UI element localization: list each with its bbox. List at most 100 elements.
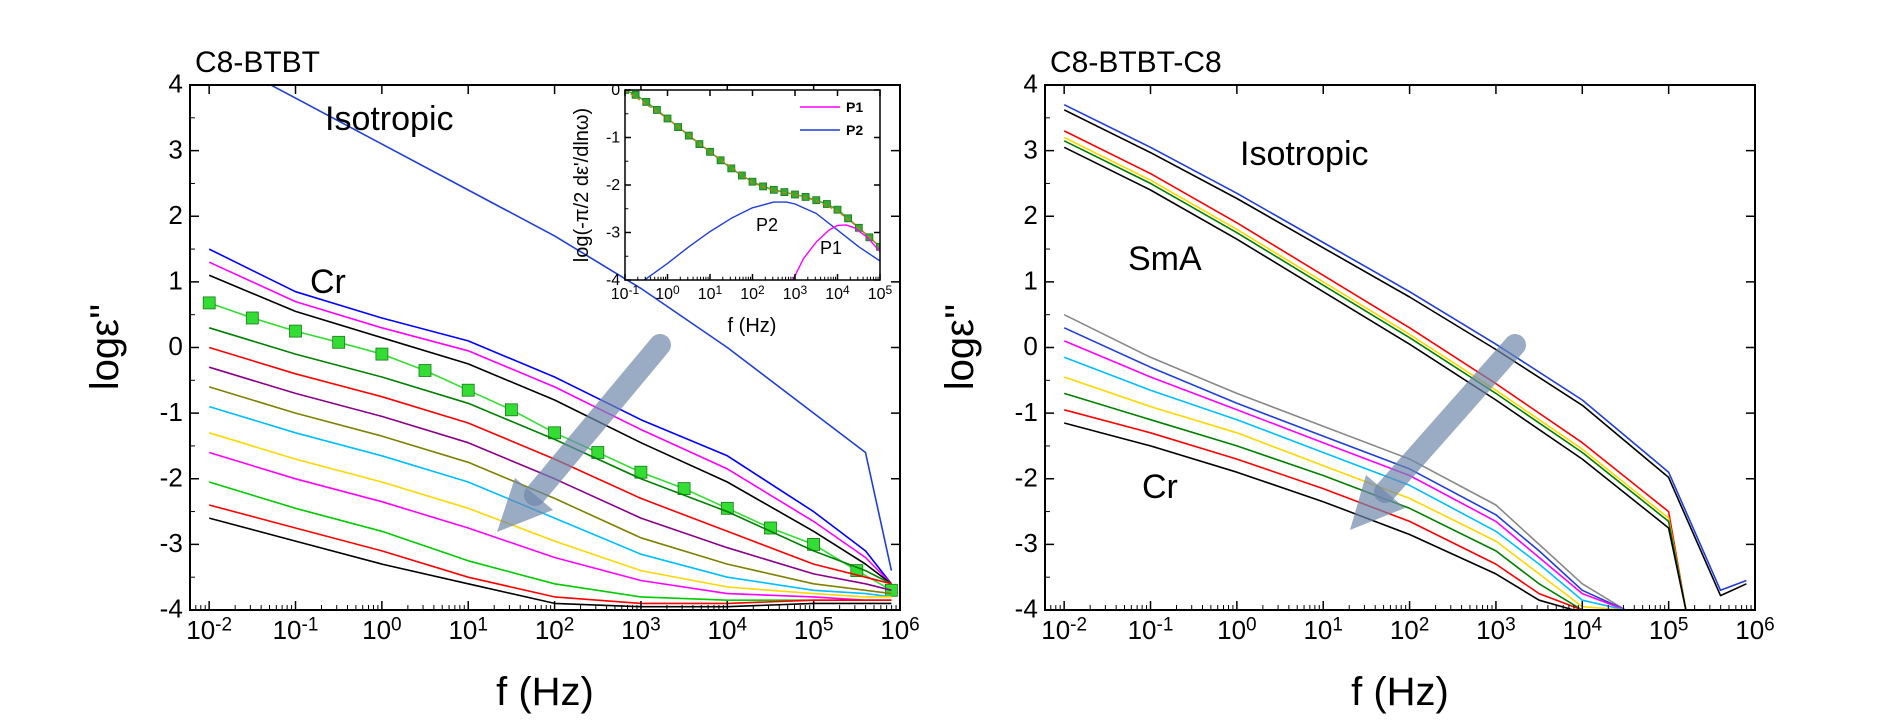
series-line-cr-6 <box>208 366 892 592</box>
x-axis-label: f (Hz) <box>496 670 594 714</box>
x-tick-label: 102 <box>1390 615 1430 645</box>
y-tick-label: 0 <box>1023 331 1037 361</box>
series-line-sma-1 <box>1063 130 1687 610</box>
series-line-cr-8 <box>208 405 892 598</box>
series-line-sma-3 <box>1063 140 1687 610</box>
x-axis-label: f (Hz) <box>1351 670 1449 714</box>
x-tick-label: 10-1 <box>611 283 640 303</box>
series-line-cr-1 <box>208 248 893 585</box>
x-tick-label: 10-1 <box>1128 615 1174 645</box>
chart-c8-btbt-c8: C8-BTBT-C8 10-2 10-1 100 101 102 103 104 105 106… <box>938 46 1775 714</box>
y-axis-label: logε'' <box>938 304 982 390</box>
x-tick-label: 105 <box>868 283 893 303</box>
x-tick-label: 105 <box>1649 615 1689 645</box>
series-line-cr-9 <box>208 432 892 598</box>
y-tick-label: -1 <box>606 130 620 147</box>
series-line-p1 <box>792 224 880 280</box>
y-tick-label: 2 <box>1023 200 1037 230</box>
y-tick-label: -1 <box>1015 397 1038 427</box>
y-tick-label: 4 <box>1023 69 1037 99</box>
chart-title: C8-BTBT-C8 <box>1050 46 1222 79</box>
temperature-arrow-shaft <box>524 334 671 506</box>
x-tick-label: 102 <box>740 283 765 303</box>
y-tick-label: -2 <box>160 462 183 492</box>
data-point <box>504 403 518 417</box>
legend-label-p2: P2 <box>846 122 863 138</box>
temperature-arrow-shaft <box>1374 334 1526 503</box>
y-tick-label: -3 <box>160 528 183 558</box>
x-tick-label: 10-2 <box>1041 615 1087 645</box>
x-tick-label: 100 <box>1217 615 1257 645</box>
legend-label-p1: P1 <box>846 99 863 115</box>
series-line-p2 <box>643 201 880 280</box>
y-tick-label: 4 <box>168 69 182 99</box>
inset-legend: P1 P2 <box>800 99 863 138</box>
data-point <box>716 156 725 165</box>
y-tick-label: 2 <box>168 200 182 230</box>
series-line-cr-4 <box>208 327 892 585</box>
x-tick-label: 104 <box>708 615 748 645</box>
annotation-cr: Cr <box>1142 468 1178 506</box>
series-line-cr-5 <box>208 346 892 585</box>
data-point <box>748 177 757 186</box>
series-line-sma-2 <box>1063 136 1687 610</box>
series-group <box>1063 103 1747 610</box>
data-point <box>375 347 389 361</box>
chart-c8-btbt: C8-BTBT 10-2 10-1 100 101 102 103 104 105 106-4-… <box>83 46 920 714</box>
y-tick-label: -1 <box>160 397 183 427</box>
series-line-sma-4 <box>1063 146 1687 610</box>
x-tick-label: 10-1 <box>273 615 319 645</box>
inset-series-group <box>625 90 880 280</box>
axis-ticks: 10-2 10-1 100 101 102 103 104 105 106 -4 -3 -2 -1 0 1 2… <box>1015 69 1775 645</box>
y-tick-label: 0 <box>168 331 182 361</box>
data-point <box>202 296 216 310</box>
series-line-isotropic-1 <box>1063 103 1747 592</box>
data-point <box>764 521 777 535</box>
x-tick-label: 101 <box>448 615 488 645</box>
y-tick-label: 1 <box>1023 266 1037 296</box>
data-point <box>245 311 259 325</box>
series-line-cr-11 <box>208 481 892 602</box>
y-tick-label: 3 <box>168 134 182 164</box>
data-point <box>653 106 661 114</box>
temperature-arrow-head <box>497 478 553 532</box>
data-point <box>844 214 852 223</box>
annotation-sma: SmA <box>1128 240 1202 278</box>
temperature-arrow-head <box>1350 475 1405 530</box>
y-tick-label: 3 <box>1023 134 1037 164</box>
inset-chart: 10-1 100 101 102 103 104 105 -4 -3 -2 -1 0 f (Hz) l… <box>571 82 893 337</box>
y-tick-label: -4 <box>1015 594 1038 624</box>
x-tick-label: 104 <box>825 283 850 303</box>
x-tick-label: 104 <box>1563 615 1603 645</box>
series-line-cr-12 <box>208 504 892 605</box>
data-point <box>727 164 736 173</box>
inset-peak-label-p2: P2 <box>756 215 778 235</box>
annotation-cr: Cr <box>310 263 346 301</box>
inset-peak-label-p1: P1 <box>820 238 842 258</box>
y-tick-label: -2 <box>1015 462 1038 492</box>
x-tick-label: 101 <box>1303 615 1343 645</box>
annotation-isotropic: Isotropic <box>325 100 454 138</box>
data-point <box>833 205 842 214</box>
y-tick-label: -2 <box>606 177 620 194</box>
x-tick-label: 103 <box>1476 615 1516 645</box>
series-line-isotropic-2 <box>1063 109 1747 597</box>
data-point <box>289 324 302 338</box>
y-tick-label: -3 <box>1015 528 1038 558</box>
x-tick-label: 10-2 <box>186 615 232 645</box>
x-tick-label: 106 <box>880 615 920 645</box>
series-line-fit-sum <box>625 90 880 248</box>
axis-ticks: 10-2 10-1 100 101 102 103 104 105 106 -4 -3 -2 -1 0 1 2… <box>160 69 920 645</box>
x-tick-label: 103 <box>621 615 661 645</box>
y-tick-label: -3 <box>606 225 620 242</box>
x-tick-label: 105 <box>794 615 834 645</box>
x-tick-label: 101 <box>698 283 723 303</box>
series-line-cr-5 <box>1063 376 1626 610</box>
x-tick-label: 100 <box>655 283 680 303</box>
series-line-isotropic <box>269 85 893 571</box>
series-line-cr-green-squares <box>208 302 892 591</box>
inset-y-axis-label: log(-π/2 dε'/dlnω) <box>571 108 593 262</box>
series-line-cr-4 <box>1063 356 1626 610</box>
y-axis-label: logε'' <box>83 304 127 390</box>
